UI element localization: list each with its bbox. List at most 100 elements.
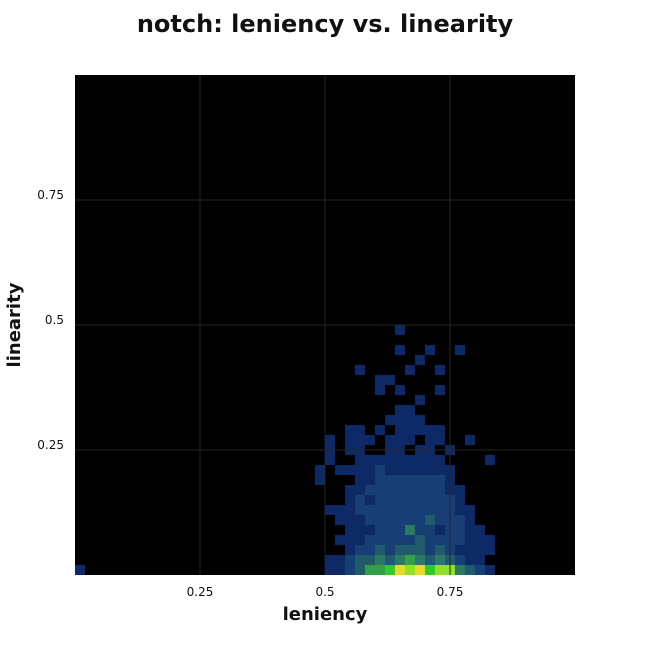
heatmap-cell <box>405 435 415 445</box>
heatmap-cell <box>455 565 465 575</box>
chart-title: notch: leniency vs. linearity <box>136 10 514 38</box>
heatmap-cell <box>395 515 405 525</box>
heatmap-cell <box>355 465 365 475</box>
heatmap-cell <box>435 515 445 525</box>
heatmap-cell <box>355 535 365 545</box>
heatmap-cell <box>405 415 415 425</box>
heatmap-cell <box>415 455 425 465</box>
heatmap-cell <box>375 545 385 555</box>
heatmap-cell <box>465 515 475 525</box>
heatmap-cell <box>355 545 365 555</box>
heatmap-cell <box>385 495 395 505</box>
heatmap-cell <box>335 515 345 525</box>
heatmap-cell <box>335 565 345 575</box>
heatmap-cell <box>335 505 345 515</box>
heatmap-cell <box>365 515 375 525</box>
heatmap-cell <box>435 475 445 485</box>
heatmap-cell <box>325 505 335 515</box>
heatmap-cell <box>345 435 355 445</box>
heatmap-cell <box>385 455 395 465</box>
heatmap-cell <box>375 455 385 465</box>
heatmap-cell <box>425 545 435 555</box>
heatmap-cell <box>415 525 425 535</box>
heatmap-cell <box>435 535 445 545</box>
heatmap-cell <box>405 545 415 555</box>
heatmap-cell <box>375 535 385 545</box>
heatmap-cell <box>385 525 395 535</box>
heatmap-cell <box>365 565 375 575</box>
heatmap-cell <box>385 435 395 445</box>
heatmap-cell <box>455 345 465 355</box>
heatmap-cell <box>405 525 415 535</box>
heatmap-cell <box>415 555 425 565</box>
heatmap-cell <box>345 465 355 475</box>
y-tick-labels: 0.25 0.5 0.75 <box>37 188 64 452</box>
heatmap-cell <box>375 515 385 525</box>
heatmap-cell <box>355 505 365 515</box>
heatmap-cell <box>415 475 425 485</box>
heatmap-cell <box>345 555 355 565</box>
heatmap-cell <box>415 355 425 365</box>
heatmap-cell <box>415 495 425 505</box>
heatmap-cells <box>75 325 495 575</box>
y-axis-label: linearity <box>4 282 25 367</box>
heatmap-cell <box>435 465 445 475</box>
heatmap-cell <box>395 465 405 475</box>
heatmap-cell <box>365 475 375 485</box>
heatmap-cell <box>355 485 365 495</box>
heatmap-cell <box>435 545 445 555</box>
heatmap-cell <box>425 455 435 465</box>
heatmap-cell <box>435 435 445 445</box>
heatmap-cell <box>405 485 415 495</box>
heatmap-cell <box>425 465 435 475</box>
heatmap-cell <box>325 565 335 575</box>
heatmap-cell <box>355 515 365 525</box>
heatmap-cell <box>435 565 445 575</box>
heatmap-cell <box>375 425 385 435</box>
heatmap-cell <box>395 545 405 555</box>
heatmap-cell <box>425 505 435 515</box>
heatmap-cell <box>75 565 85 575</box>
heatmap-cell <box>335 465 345 475</box>
heatmap-cell <box>475 535 485 545</box>
heatmap-cell <box>425 515 435 525</box>
x-tick-label: 0.75 <box>437 585 464 599</box>
heatmap-cell <box>345 495 355 505</box>
heatmap-cell <box>395 425 405 435</box>
heatmap-cell <box>475 525 485 535</box>
heatmap-cell <box>385 565 395 575</box>
heatmap-cell <box>395 535 405 545</box>
heatmap-cell <box>385 485 395 495</box>
heatmap-cell <box>385 535 395 545</box>
y-tick-label: 0.5 <box>45 313 64 327</box>
heatmap-cell <box>435 385 445 395</box>
heatmap-cell <box>465 505 475 515</box>
heatmap-cell <box>475 565 485 575</box>
heatmap-cell <box>365 465 375 475</box>
heatmap-cell <box>355 565 365 575</box>
heatmap-cell <box>405 535 415 545</box>
heatmap-cell <box>365 525 375 535</box>
heatmap-cell <box>435 555 445 565</box>
heatmap-cell <box>425 565 435 575</box>
y-tick-label: 0.75 <box>37 188 64 202</box>
heatmap-cell <box>395 455 405 465</box>
heatmap-cell <box>315 465 325 475</box>
x-tick-label: 0.25 <box>187 585 214 599</box>
heatmap-cell <box>355 425 365 435</box>
heatmap-cell <box>435 495 445 505</box>
heatmap-cell <box>455 545 465 555</box>
heatmap-cell <box>425 525 435 535</box>
heatmap-cell <box>395 345 405 355</box>
heatmap-cell <box>475 545 485 555</box>
heatmap-cell <box>365 505 375 515</box>
heatmap-cell <box>325 435 335 445</box>
heatmap-cell <box>455 555 465 565</box>
grid-lines <box>75 75 575 575</box>
heatmap-cell <box>415 515 425 525</box>
heatmap-cell <box>395 325 405 335</box>
heatmap-cell <box>345 525 355 535</box>
heatmap-cell <box>415 465 425 475</box>
heatmap-cell <box>485 545 495 555</box>
heatmap-cell <box>385 475 395 485</box>
